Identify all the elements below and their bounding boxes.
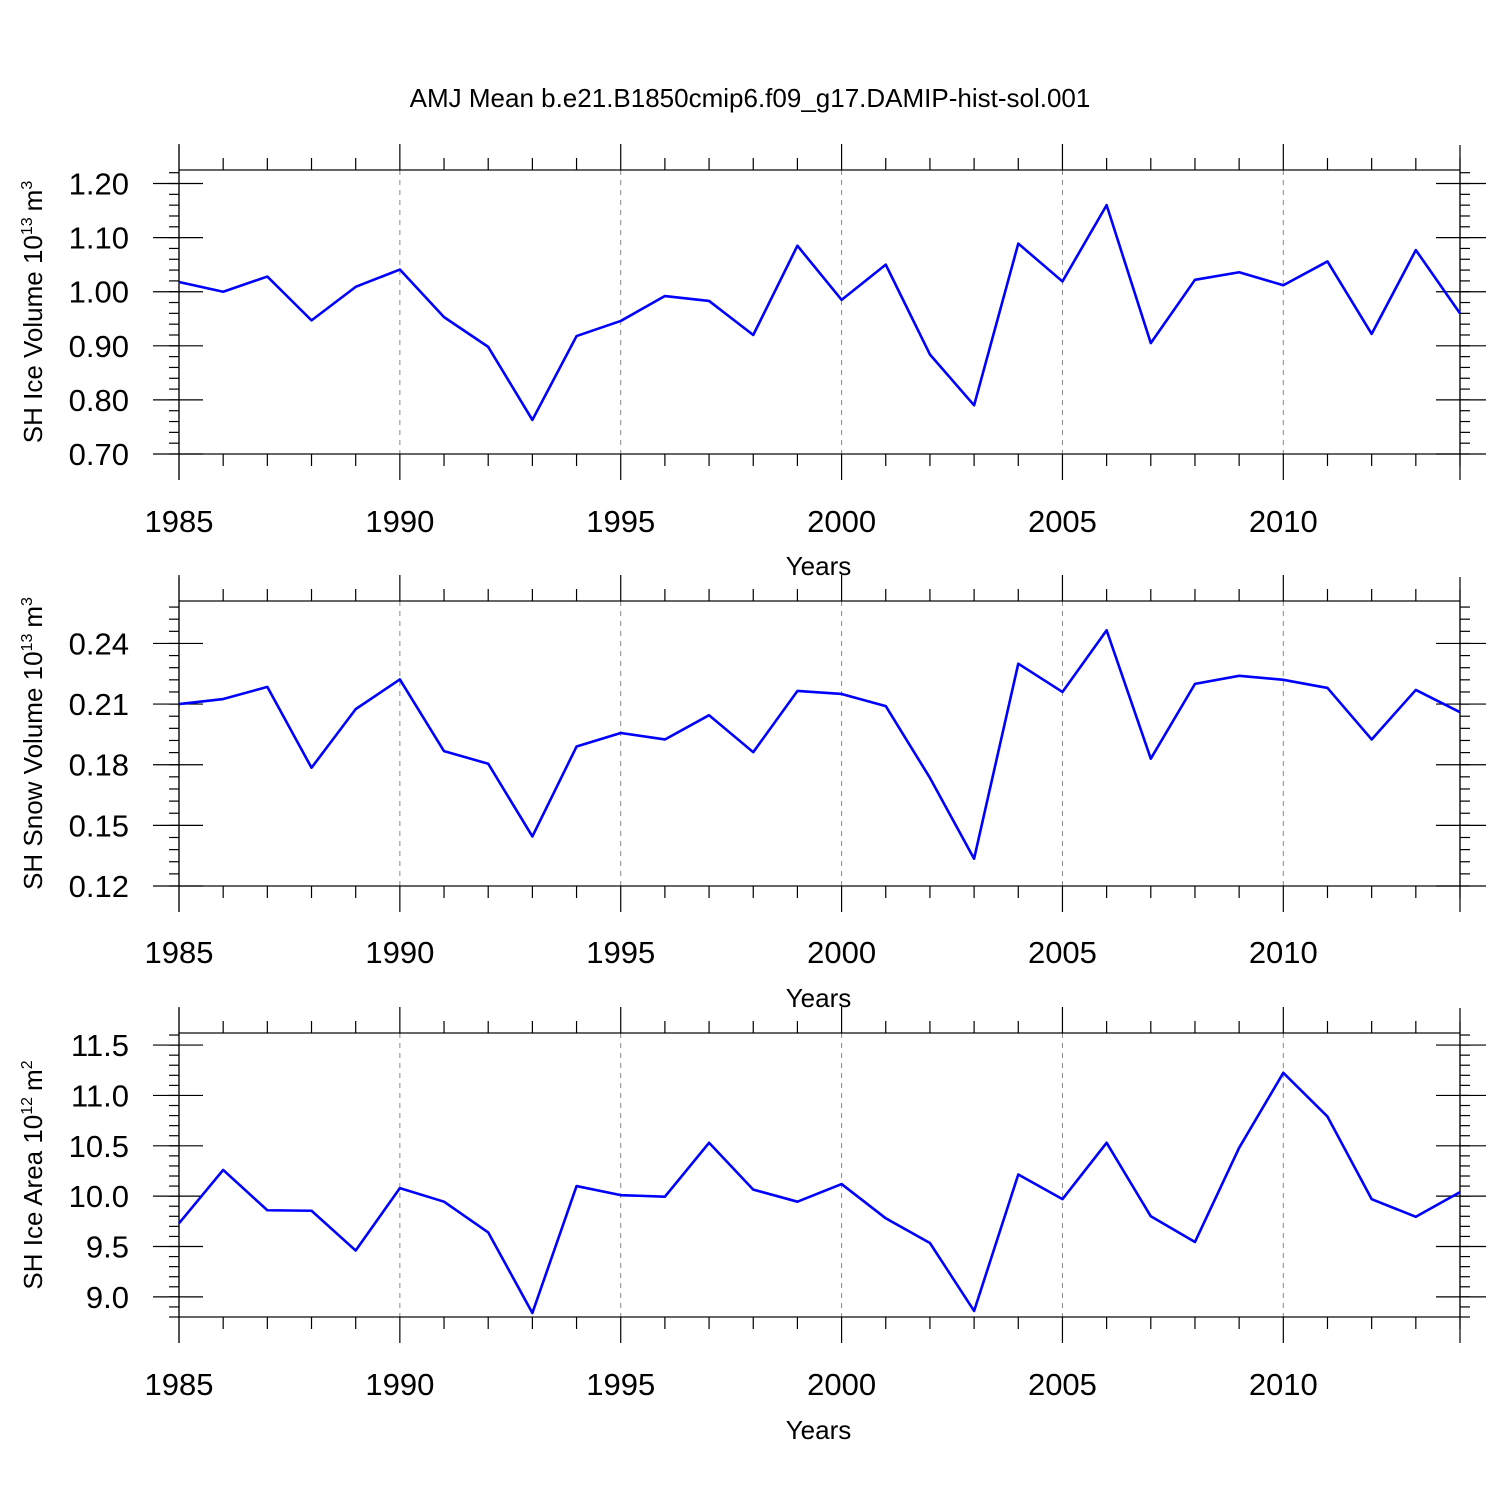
y-tick-label: 9.0	[86, 1280, 129, 1315]
x-tick-label: 1990	[365, 504, 434, 539]
y-axis-title-exponent: 13	[19, 217, 36, 235]
y-axis-title-unit-exponent: 2	[19, 1060, 36, 1069]
x-tick-label: 1985	[145, 1367, 214, 1402]
chart-title: AMJ Mean b.e21.B1850cmip6.f09_g17.DAMIP-…	[410, 83, 1091, 113]
x-tick-label: 2000	[807, 504, 876, 539]
y-tick-label: 10.5	[69, 1129, 129, 1164]
y-axis-title-exponent: 12	[19, 1097, 36, 1115]
x-tick-label: 1995	[586, 935, 655, 970]
y-axis-title-unit: m	[18, 1069, 48, 1091]
x-tick-label: 2005	[1028, 935, 1097, 970]
y-tick-label: 0.18	[69, 748, 129, 783]
x-tick-label: 1995	[586, 504, 655, 539]
y-axis-title-main: SH Ice Area 10	[18, 1115, 48, 1290]
y-tick-label: 0.90	[69, 329, 129, 364]
y-tick-label: 0.70	[69, 437, 129, 472]
x-tick-label: 2000	[807, 935, 876, 970]
x-tick-label: 2000	[807, 1367, 876, 1402]
y-tick-label: 9.5	[86, 1230, 129, 1265]
panel-2: 1985 1990 1995 2000 2005 2010 Years 0.12 0.15 0.1…	[18, 575, 1486, 1013]
x-tick-label: 1985	[145, 935, 214, 970]
x-tick-label: 2010	[1249, 935, 1318, 970]
y-tick-label: 0.80	[69, 383, 129, 418]
series-line-sh-ice-area	[177, 1071, 1461, 1315]
x-tick-label: 2010	[1249, 1367, 1318, 1402]
y-axis-title-unit: m	[18, 190, 48, 212]
series-line-sh-snow-volume	[178, 629, 1461, 861]
y-axis-title-main: SH Snow Volume 10	[18, 651, 48, 889]
y-axis-title: SH Ice Volume 1013 m3	[18, 181, 48, 444]
x-tick-label: 2005	[1028, 504, 1097, 539]
y-tick-label: 0.12	[69, 869, 129, 904]
x-axis-title: Years	[786, 983, 852, 1013]
x-tick-label: 1990	[365, 935, 434, 970]
x-axis-title: Years	[786, 551, 852, 581]
y-tick-label: 1.20	[69, 167, 129, 202]
y-tick-label: 0.21	[69, 687, 129, 722]
series-line-sh-ice-volume	[178, 203, 1462, 422]
x-tick-label: 1990	[365, 1367, 434, 1402]
y-axis-title-unit: m	[18, 606, 48, 628]
y-tick-label: 11.5	[71, 1028, 129, 1063]
y-tick-label: 0.15	[69, 808, 129, 843]
x-tick-label: 1985	[145, 504, 214, 539]
x-tick-label: 2005	[1028, 1367, 1097, 1402]
y-axis-title-exponent: 13	[19, 634, 36, 652]
y-tick-label: 0.24	[69, 626, 129, 661]
y-axis-title-unit-exponent: 3	[19, 181, 36, 190]
panel-3: 1985 1990 1995 2000 2005 2010 Years 9.0 9.5 10.0 1…	[18, 1007, 1486, 1445]
y-axis-title-unit-exponent: 3	[19, 597, 36, 606]
y-axis-title: SH Snow Volume 1013 m3	[18, 597, 48, 890]
x-tick-label: 2010	[1249, 504, 1318, 539]
panel-1: 1985 1990 1995 2000 2005 2010 Years 0.70 0.80 0.9…	[18, 144, 1486, 581]
x-axis-title: Years	[786, 1415, 852, 1445]
y-tick-label: 10.0	[69, 1179, 129, 1214]
y-axis-title: SH Ice Area 1012 m2	[18, 1060, 48, 1289]
y-tick-label: 1.00	[69, 275, 129, 310]
x-tick-label: 1995	[586, 1367, 655, 1402]
y-axis-title-main: SH Ice Volume 10	[18, 235, 48, 443]
y-tick-label: 1.10	[69, 221, 129, 256]
y-tick-label: 11.0	[71, 1078, 129, 1113]
